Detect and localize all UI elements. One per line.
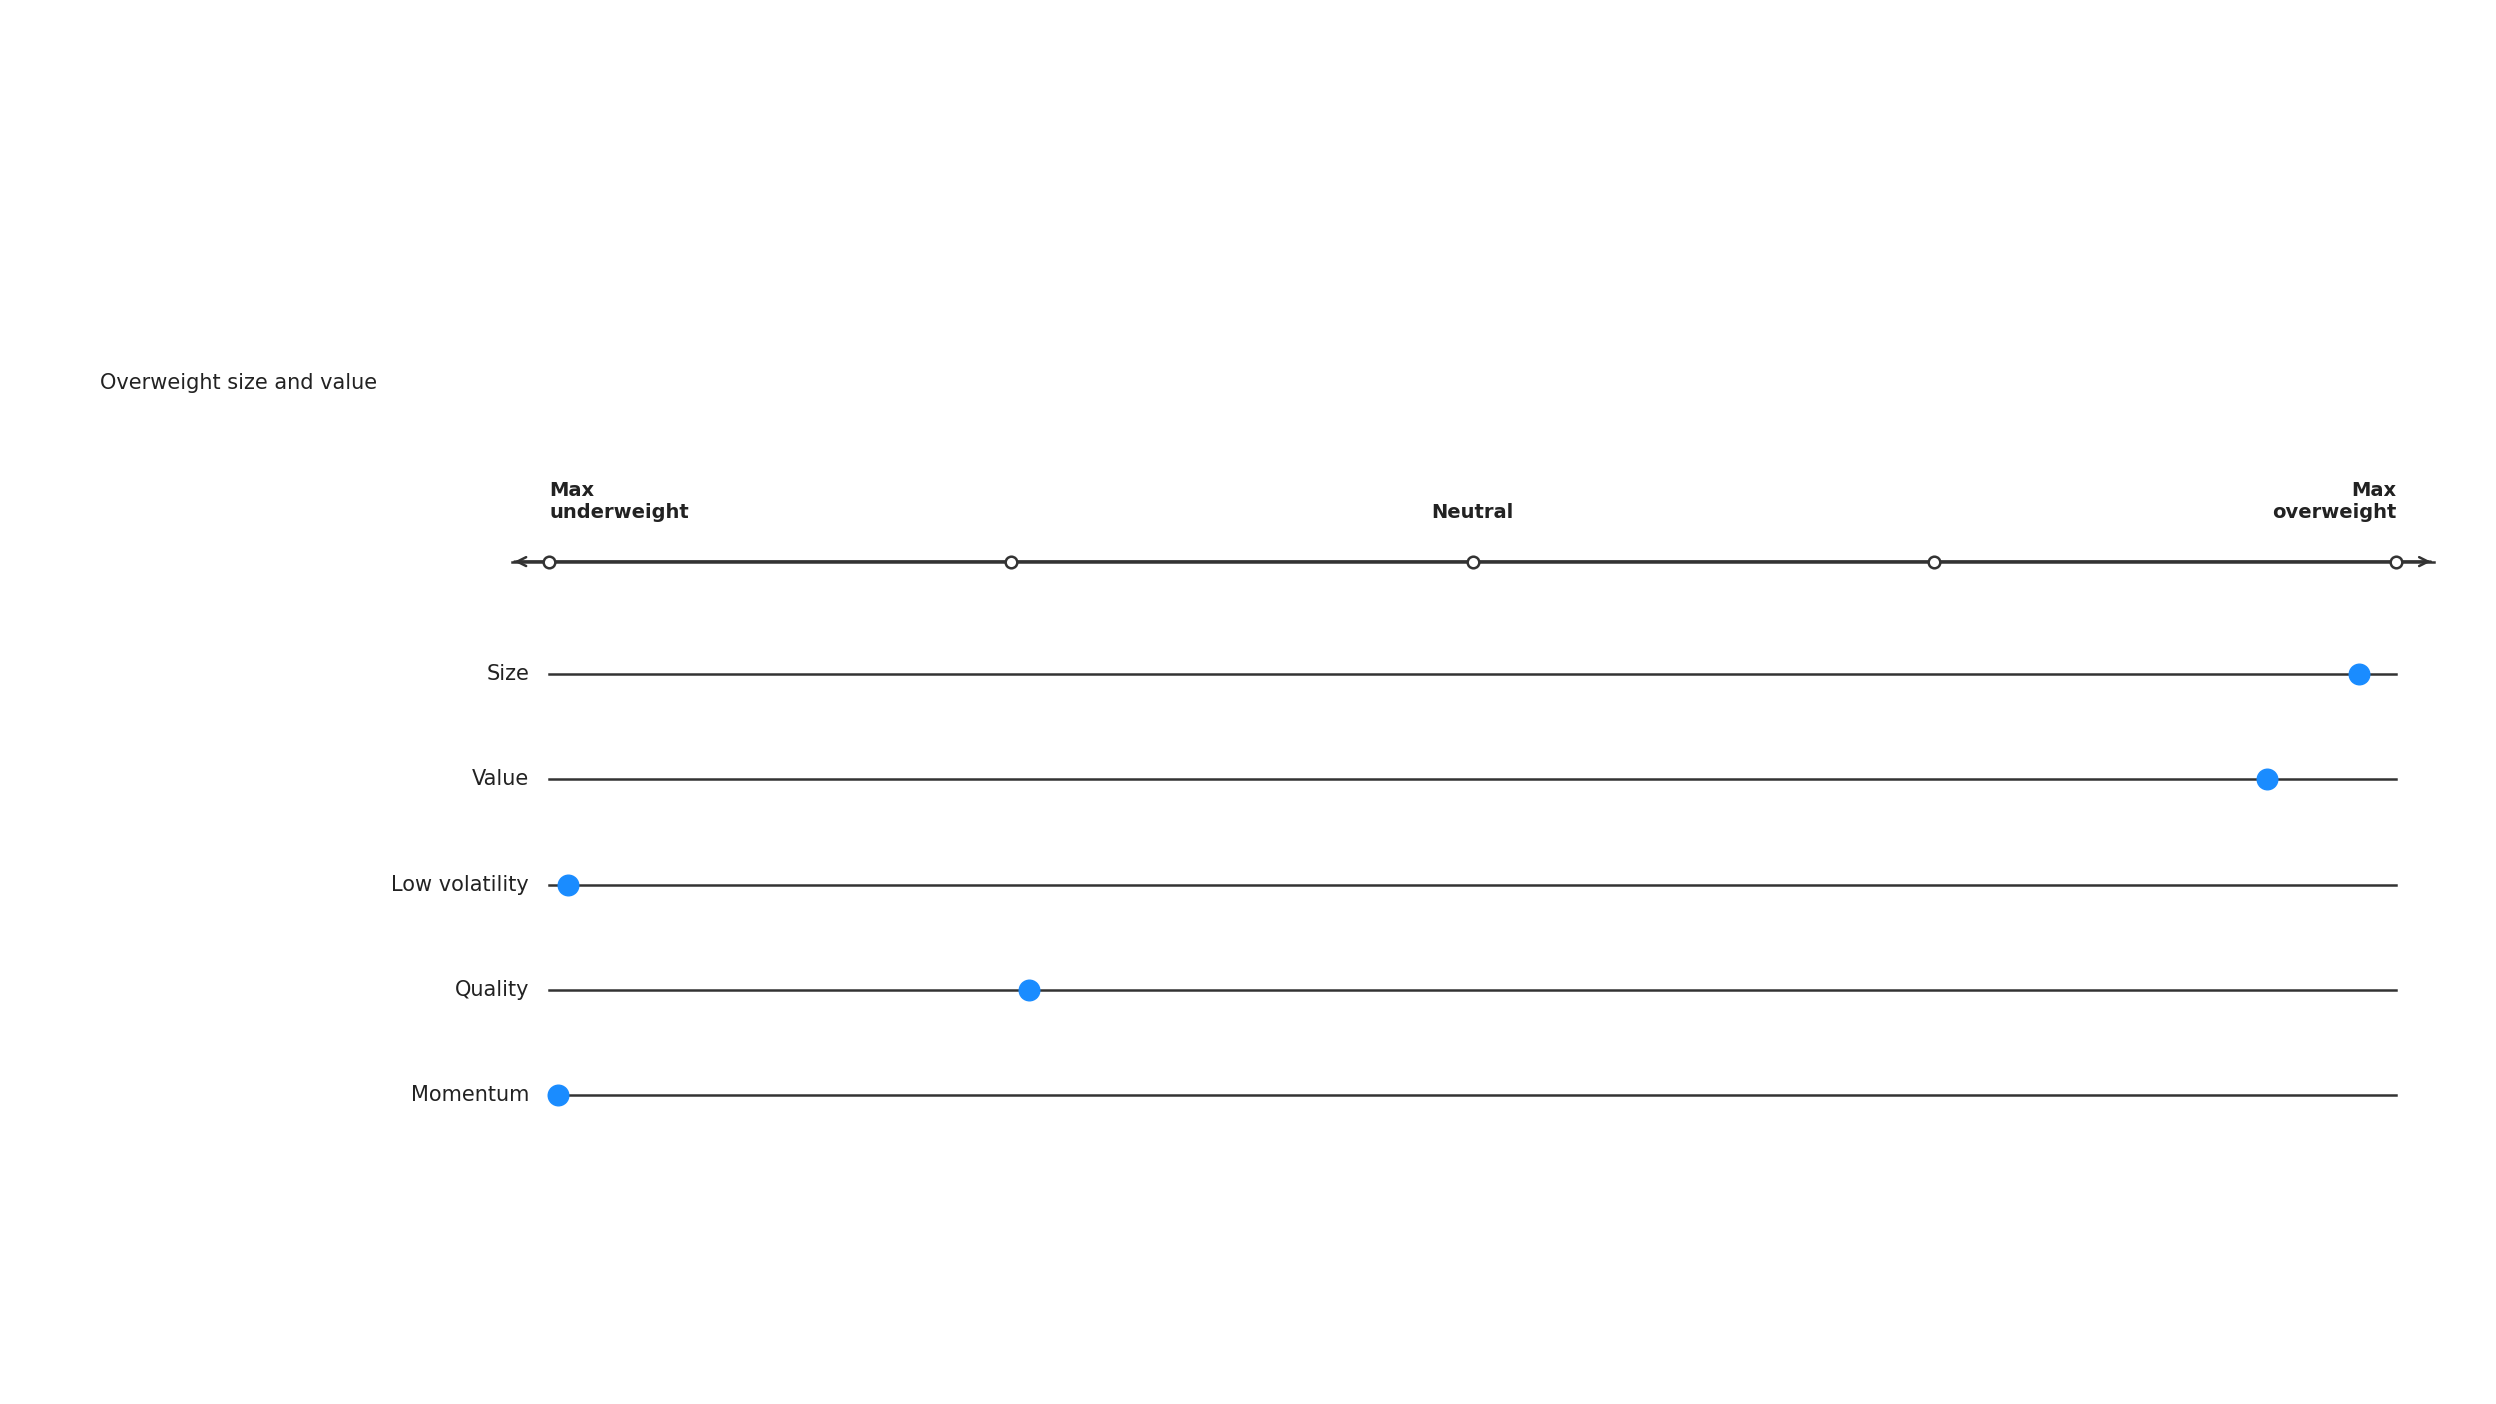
Text: Neutral: Neutral (1433, 503, 1513, 522)
Point (1914, 550, 1954, 573)
Point (2246, 768, 2286, 790)
Text: Momentum: Momentum (412, 1085, 529, 1105)
Point (529, 550, 569, 573)
Text: Quality: Quality (454, 980, 529, 1000)
Point (991, 550, 1031, 573)
Point (2339, 663, 2379, 685)
Point (539, 1084, 579, 1106)
Text: Max
overweight: Max overweight (2271, 482, 2396, 522)
Text: Value: Value (472, 769, 529, 789)
Point (547, 873, 587, 896)
Text: Low volatility: Low volatility (392, 875, 529, 894)
Point (1008, 979, 1048, 1001)
Text: Size: Size (487, 664, 529, 684)
Text: Max
underweight: Max underweight (549, 482, 689, 522)
Point (1453, 550, 1493, 573)
Point (2376, 550, 2416, 573)
Text: Overweight size and value: Overweight size and value (100, 373, 377, 393)
